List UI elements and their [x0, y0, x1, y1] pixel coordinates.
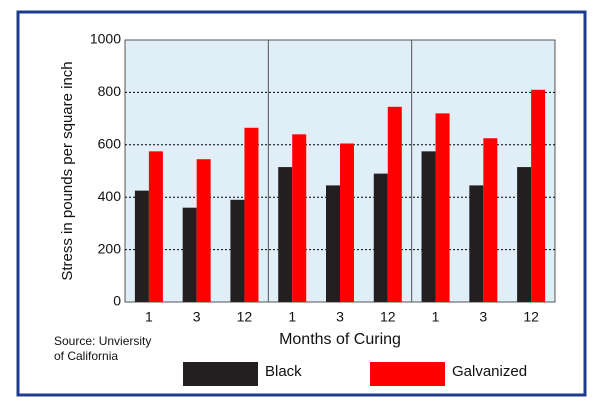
- bar: [292, 134, 307, 302]
- y-tick-label: 600: [98, 136, 122, 152]
- legend-label: Galvanized: [452, 363, 527, 380]
- x-tick-label: 1: [288, 309, 296, 325]
- y-tick-label: 0: [113, 293, 121, 309]
- legend-label: Black: [265, 363, 302, 380]
- bar: [517, 167, 532, 302]
- bar: [373, 173, 388, 302]
- y-tick-label: 400: [98, 188, 122, 204]
- source: Source: Unviersity: [54, 334, 151, 348]
- source: of California: [54, 349, 118, 363]
- bar: [148, 151, 163, 302]
- bar: [469, 185, 484, 302]
- bar: [421, 151, 436, 302]
- bar: [340, 143, 354, 302]
- y-tick-label: 200: [98, 240, 122, 256]
- bar: [483, 138, 498, 302]
- legend-swatch: [370, 362, 445, 386]
- bar: [182, 207, 197, 302]
- bar: [326, 185, 340, 302]
- bar: [244, 127, 259, 303]
- bar: [387, 106, 402, 302]
- x-tick-label: 3: [336, 309, 344, 325]
- x-tick-label: 1: [145, 309, 153, 325]
- y-tick-label: 1000: [90, 31, 121, 47]
- legend-swatch: [183, 362, 258, 386]
- x-tick-label: 12: [523, 309, 539, 325]
- x-tick-label: 1: [432, 309, 440, 325]
- x-tick-label: 12: [380, 309, 396, 325]
- x-tick-label: 3: [193, 309, 201, 325]
- y-axis-label: Stress in pounds per square inch: [59, 61, 76, 280]
- bar: [435, 113, 450, 302]
- y-tick-label: 800: [98, 83, 122, 99]
- x-tick-label: 12: [237, 309, 253, 325]
- bar: [531, 89, 546, 302]
- bar: [196, 159, 211, 302]
- bar: [278, 167, 293, 302]
- x-tick-label: 3: [479, 309, 487, 325]
- x-axis-label: Months of Curing: [279, 331, 401, 348]
- bar: [134, 190, 149, 302]
- bar: [230, 199, 245, 302]
